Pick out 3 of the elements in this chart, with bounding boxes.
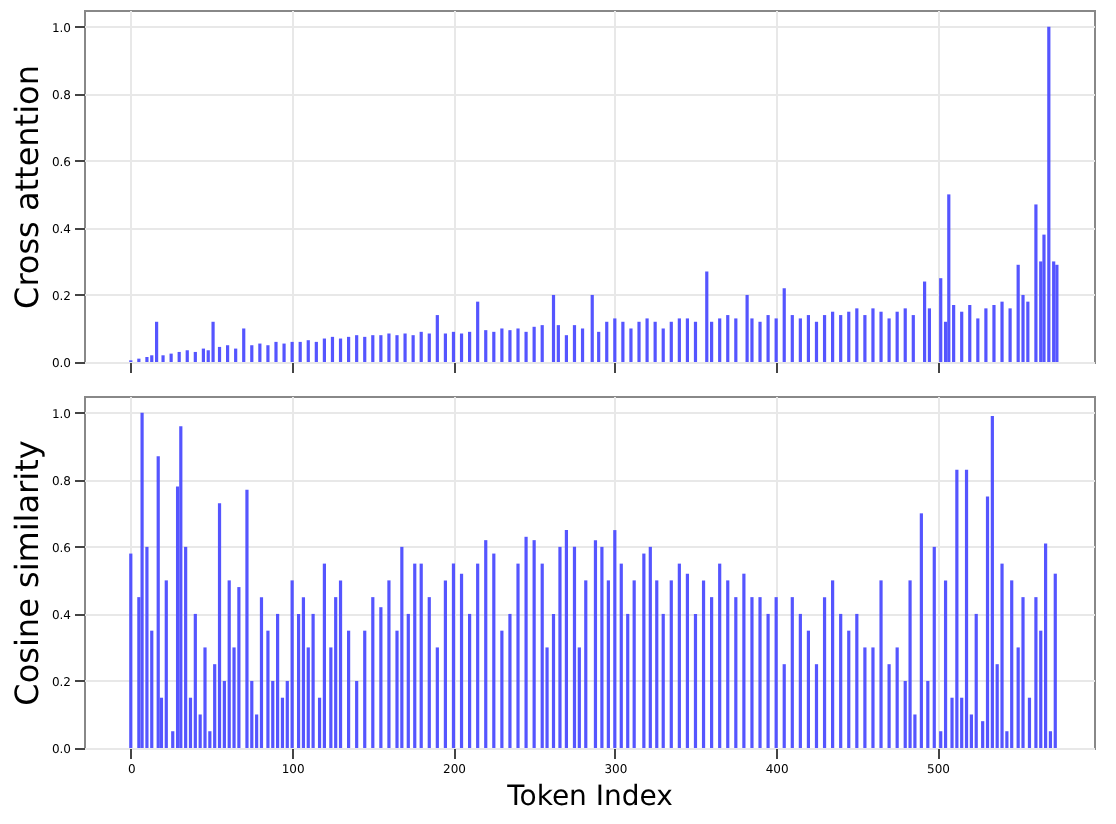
x-axis-title: Token Index xyxy=(505,781,673,813)
y-axis-title: Cosine similarity xyxy=(7,440,46,706)
y-axis-title: Cross attention xyxy=(7,65,46,309)
